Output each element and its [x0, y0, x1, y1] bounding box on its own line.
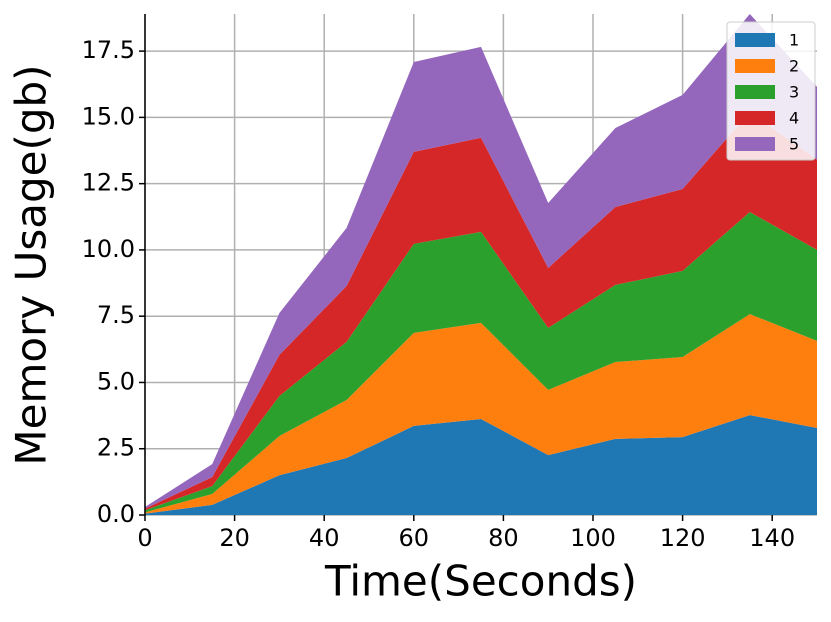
y-tick-label: 7.5 — [97, 301, 135, 329]
axes: 0.0 2.5 5.0 7.5 10.0 12.5 15.0 17.5 0 20 40 60 80 100… — [82, 14, 795, 552]
y-tick-label: 5.0 — [97, 367, 135, 395]
x-axis-title: Time(Seconds) — [324, 557, 637, 606]
legend-swatch — [735, 111, 775, 125]
area — [145, 212, 817, 513]
y-tick-label: 10.0 — [82, 235, 135, 263]
legend-label: 5 — [789, 135, 799, 154]
x-tick-label: 40 — [309, 524, 340, 552]
x-tick-label: 20 — [219, 524, 250, 552]
area — [145, 112, 817, 511]
x-tick-label: 100 — [570, 524, 616, 552]
legend-label: 1 — [789, 31, 799, 50]
area — [145, 314, 817, 514]
legend-label: 4 — [789, 109, 799, 128]
y-tick-label: 12.5 — [82, 169, 135, 197]
y-axis-title: Memory Usage(gb) — [7, 64, 56, 465]
x-tick-label: 0 — [137, 524, 152, 552]
x-tick-label: 80 — [488, 524, 519, 552]
legend-swatch — [735, 85, 775, 99]
areas — [145, 14, 817, 515]
y-tick-label: 0.0 — [97, 500, 135, 528]
y-tick-label: 15.0 — [82, 102, 135, 130]
legend-swatch — [735, 137, 775, 151]
legend: 1 2 3 4 5 — [726, 21, 816, 161]
x-tick-label: 60 — [399, 524, 430, 552]
legend-swatch — [735, 33, 775, 47]
area — [145, 415, 817, 515]
x-tick-label: 140 — [749, 524, 795, 552]
area — [145, 14, 817, 509]
legend-label: 2 — [789, 57, 799, 76]
legend-label: 3 — [789, 83, 799, 102]
y-tick-label: 2.5 — [97, 434, 135, 462]
legend-swatch — [735, 59, 775, 73]
x-tick-label: 120 — [660, 524, 706, 552]
y-tick-label: 17.5 — [82, 36, 135, 64]
